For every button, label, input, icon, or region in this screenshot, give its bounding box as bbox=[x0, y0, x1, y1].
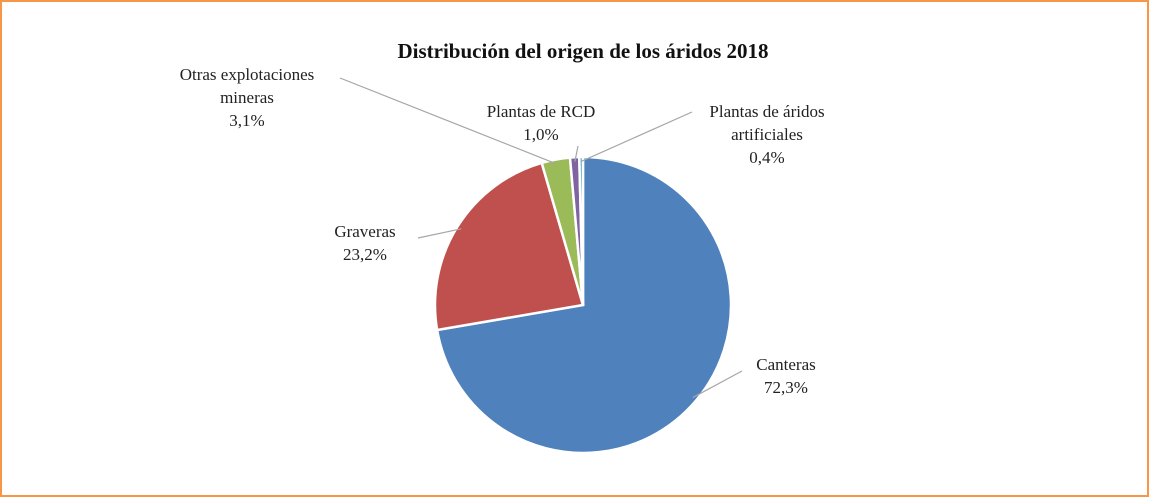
leader-line bbox=[692, 370, 743, 399]
pie-slice bbox=[433, 161, 585, 332]
category-label: Otras explotaciones mineras bbox=[179, 65, 315, 107]
chart-title: Distribución del origen de los áridos 20… bbox=[397, 39, 769, 63]
value-label: 3,1% bbox=[229, 111, 265, 130]
data-label: Otras explotaciones mineras 3,1% bbox=[160, 63, 335, 132]
pie-slice bbox=[577, 155, 585, 306]
leader-line bbox=[580, 111, 693, 162]
category-label: Graveras bbox=[334, 222, 396, 241]
leader-line bbox=[339, 77, 557, 165]
leader-line bbox=[417, 228, 462, 239]
data-label: Plantas de áridos artificiales 0,4% bbox=[692, 100, 842, 169]
value-label: 72,3% bbox=[764, 378, 808, 397]
value-label: 23,2% bbox=[343, 245, 387, 264]
leader-line bbox=[574, 145, 579, 162]
data-label: Graveras 23,2% bbox=[290, 220, 440, 266]
value-label: 0,4% bbox=[749, 148, 785, 167]
data-label: Canteras 72,3% bbox=[711, 353, 861, 399]
data-label: Plantas de RCD 1,0% bbox=[466, 100, 616, 146]
category-label: Plantas de RCD bbox=[486, 102, 596, 121]
value-label: 1,0% bbox=[523, 125, 559, 144]
category-label: Plantas de áridos artificiales bbox=[709, 102, 825, 144]
category-label: Canteras bbox=[756, 355, 816, 374]
